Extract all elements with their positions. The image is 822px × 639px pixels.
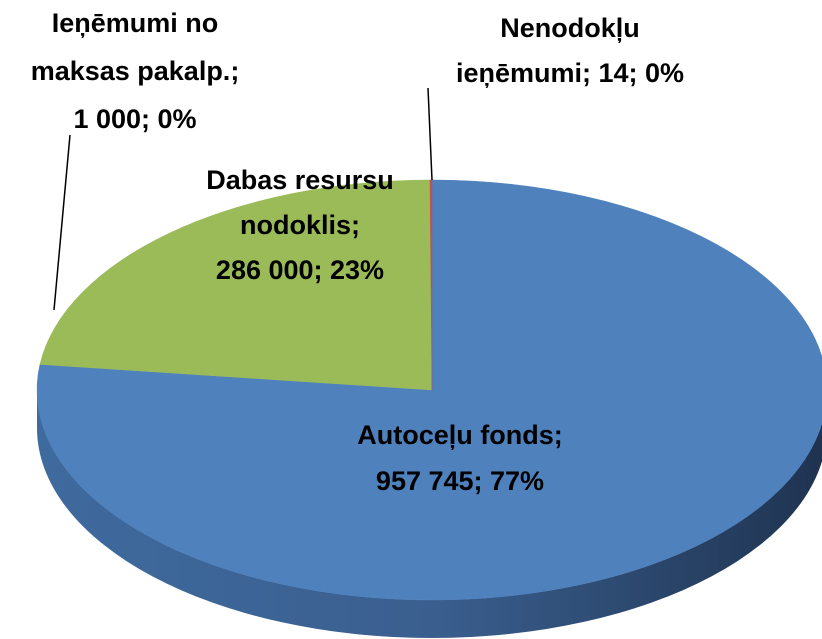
data-label: nodoklis; xyxy=(240,210,360,240)
data-label: ieņēmumi; 14; 0% xyxy=(456,58,684,88)
leader-line xyxy=(53,134,71,311)
slice xyxy=(39,179,433,391)
pie xyxy=(36,179,822,638)
data-label: 957 745; 77% xyxy=(376,466,544,496)
slice-side xyxy=(37,390,822,638)
data-label: maksas pakalp.; xyxy=(31,56,240,86)
data-label: Nenodokļu xyxy=(500,13,640,43)
data-label: 1 000; 0% xyxy=(73,104,196,134)
data-label: Ieņēmumi no xyxy=(52,8,219,38)
data-label: Dabas resursu xyxy=(206,165,394,195)
data-label: 286 000; 23% xyxy=(216,255,384,285)
data-label: Autoceļu fonds; xyxy=(357,420,562,450)
leader-line xyxy=(427,87,433,181)
